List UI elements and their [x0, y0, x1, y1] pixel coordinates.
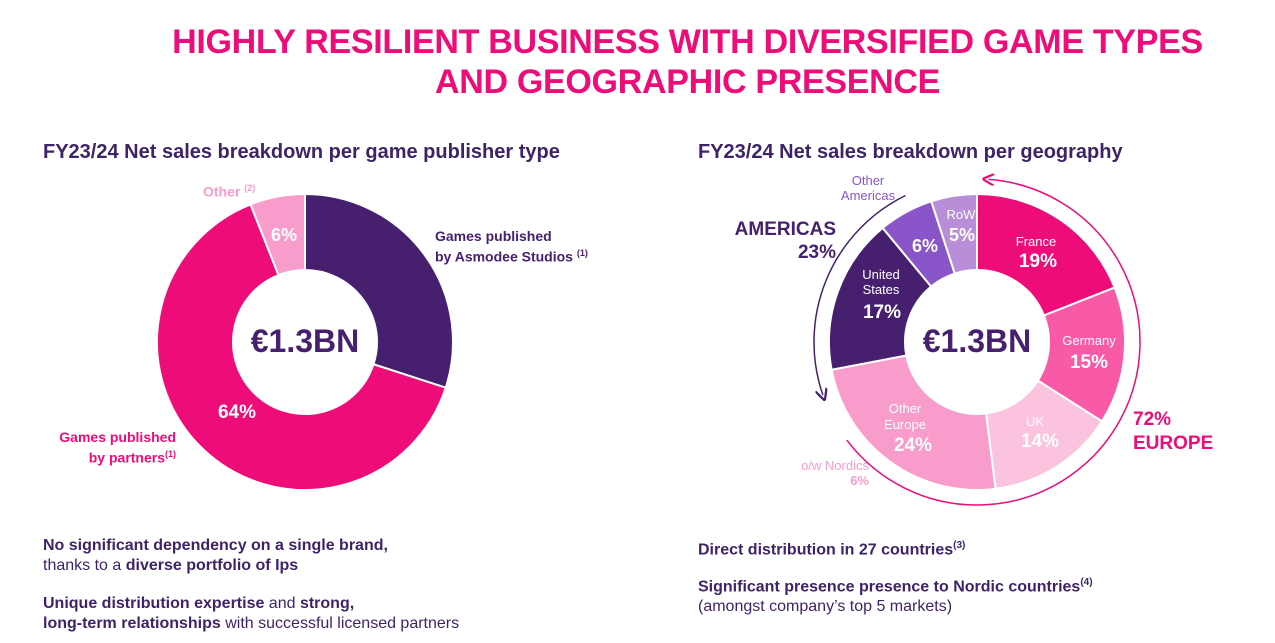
europe-group-label: 72% EUROPE	[1133, 408, 1213, 456]
label-germany-pct: 15%	[1070, 352, 1108, 373]
label-asmodee-sup: (1)	[576, 248, 588, 258]
page-title-line-1: HIGHLY RESILIENT BUSINESS WITH DIVERSIFI…	[172, 23, 1203, 61]
label-france-pct: 19%	[1019, 251, 1057, 272]
left-bullet-1-bold-1: No significant dependency on a single br…	[43, 537, 388, 554]
label-other-europe-2: Europe	[884, 417, 926, 432]
label-us-2: States	[863, 282, 900, 297]
nordics-pct: 6%	[850, 473, 869, 488]
label-uk: UK	[1026, 414, 1044, 429]
label-other-text: Other	[203, 183, 241, 200]
right-bullet-2-sub: (amongst company’s top 5 markets)	[698, 598, 953, 616]
right-bullet-2: Significant presence presence to Nordic …	[698, 573, 1093, 617]
label-other: Other (2)	[203, 180, 255, 201]
label-row-pct: 5%	[949, 225, 975, 245]
left-bullet-2-bold-3: long-term relationships	[43, 615, 221, 632]
left-bullet-1-bold-2: diverse portfolio of Ips	[125, 557, 299, 574]
nordics-label: o/w Nordics	[801, 458, 869, 473]
label-other-europe-pct: 24%	[894, 435, 932, 456]
right-chart-title: FY23/24 Net sales breakdown per geograph…	[698, 141, 1123, 163]
slice-partners	[156, 203, 448, 491]
americas-pct: 23%	[797, 242, 836, 263]
right-bullet-2-text: Significant presence presence to Nordic …	[698, 578, 1081, 596]
right-bullet-2-sup: (4)	[1080, 577, 1093, 588]
label-asmodee-line-1: Games published	[435, 228, 552, 244]
europe-bracket-arc	[846, 179, 1141, 506]
label-us-pct: 17%	[863, 302, 901, 323]
slice-other	[249, 192, 306, 277]
left-bullet-2: Unique distribution expertise and strong…	[43, 594, 459, 634]
label-other-americas-2: Americas	[840, 188, 896, 203]
label-row: RoW	[947, 207, 977, 222]
right-donut	[828, 192, 1126, 491]
left-bullet-2-text-1: and	[264, 595, 300, 612]
left-bullet-2-bold-2: strong,	[299, 595, 355, 612]
label-other-americas-pct: 6%	[912, 236, 938, 256]
americas-bracket-arc	[813, 194, 906, 395]
slice-united-states	[828, 226, 933, 371]
europe-pct: 72%	[1133, 409, 1172, 430]
right-center-label: €1.3BN	[923, 323, 1032, 359]
label-partners-line-2: by partners	[88, 449, 165, 466]
slice-row	[930, 192, 978, 275]
label-us-1: United	[862, 267, 900, 282]
label-germany: Germany	[1062, 333, 1116, 348]
right-bullet-1-sup: (3)	[953, 540, 966, 551]
page-title: HIGHLY RESILIENT BUSINESS WITH DIVERSIFI…	[100, 22, 1275, 102]
europe-label: EUROPE	[1133, 433, 1214, 454]
label-other-americas-1: Other	[851, 173, 885, 188]
label-uk-pct: 14%	[1021, 431, 1059, 452]
label-asmodee: Games published by Asmodee Studios (1)	[435, 228, 588, 266]
label-other-americas: Other Americas	[820, 173, 916, 203]
label-partners: Games published by partners(1)	[43, 429, 176, 467]
left-bullet-2-text-2: with successful licensed partners	[220, 615, 460, 632]
left-pct-asmodee: 30%	[376, 269, 414, 290]
label-partners-line-1: Games published	[59, 429, 176, 445]
label-france: France	[1016, 234, 1056, 249]
slice-france	[976, 192, 1116, 317]
label-asmodee-line-2: by Asmodee Studios	[435, 248, 573, 265]
slice-asmodee-studios	[304, 192, 454, 389]
americas-label: AMERICAS	[734, 219, 836, 240]
page-title-line-2: AND GEOGRAPHIC PRESENCE	[434, 63, 941, 101]
left-bullet-2-bold-1: Unique distribution expertise	[43, 595, 265, 612]
slice-other-europe	[830, 354, 997, 491]
label-other-sup: (2)	[244, 183, 256, 193]
left-center-label: €1.3BN	[251, 323, 360, 359]
label-other-europe-1: Other	[889, 401, 922, 416]
label-partners-sup: (1)	[165, 449, 176, 459]
left-bullet-1: No significant dependency on a single br…	[43, 536, 388, 576]
right-bullet-1: Direct distribution in 27 countries(3)	[698, 536, 965, 560]
left-bullet-1-text: thanks to a	[43, 557, 126, 574]
left-chart-title: FY23/24 Net sales breakdown per game pub…	[43, 141, 560, 163]
americas-group-label: AMERICAS 23%	[700, 218, 836, 264]
right-bullet-1-text: Direct distribution in 27 countries	[698, 541, 954, 559]
nordics-annotation: o/w Nordics 6%	[760, 458, 869, 488]
left-donut	[156, 192, 454, 491]
left-pct-other: 6%	[271, 225, 297, 245]
left-pct-partners: 64%	[218, 402, 256, 423]
